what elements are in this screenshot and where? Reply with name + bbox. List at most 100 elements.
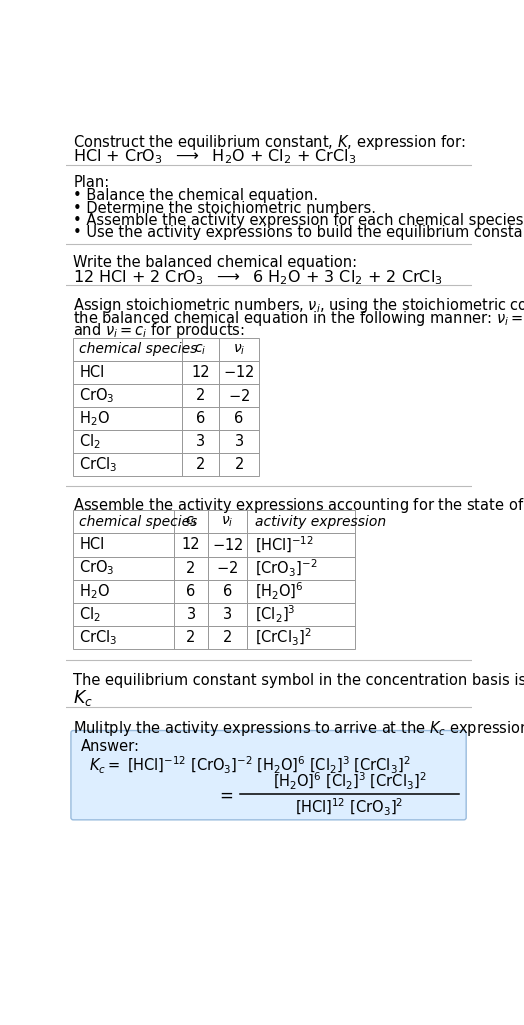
- Text: 6: 6: [234, 411, 244, 426]
- Text: 6: 6: [187, 583, 195, 599]
- Text: [CrO$_3$]$^{-2}$: [CrO$_3$]$^{-2}$: [255, 558, 317, 578]
- Bar: [73, 338, 182, 361]
- Bar: [73, 533, 174, 557]
- Bar: [247, 557, 355, 579]
- Bar: [73, 384, 182, 407]
- Bar: [219, 453, 259, 477]
- Text: Cl$_2$: Cl$_2$: [80, 605, 101, 623]
- Text: $K_c$: $K_c$: [73, 688, 93, 708]
- Text: 3: 3: [235, 435, 244, 449]
- Bar: [73, 510, 174, 533]
- Text: H$_2$O: H$_2$O: [80, 409, 111, 428]
- Text: [Cl$_2$]$^3$: [Cl$_2$]$^3$: [255, 604, 295, 625]
- Text: HCl: HCl: [80, 365, 105, 380]
- Text: 6: 6: [196, 411, 205, 426]
- Text: Assign stoichiometric numbers, $\nu_i$, using the stoichiometric coefficients, $: Assign stoichiometric numbers, $\nu_i$, …: [73, 296, 524, 316]
- Bar: [174, 603, 208, 626]
- Text: chemical species: chemical species: [80, 342, 198, 357]
- Bar: [174, 533, 208, 557]
- Text: [H$_2$O]$^6$ [Cl$_2$]$^3$ [CrCl$_3$]$^2$: [H$_2$O]$^6$ [Cl$_2$]$^3$ [CrCl$_3$]$^2$: [273, 771, 426, 792]
- Text: Cl$_2$: Cl$_2$: [80, 433, 101, 451]
- Text: $-12$: $-12$: [212, 537, 243, 552]
- Text: 6: 6: [223, 583, 232, 599]
- Bar: [219, 407, 259, 430]
- Text: 2: 2: [234, 457, 244, 473]
- Text: 2: 2: [187, 629, 196, 645]
- Bar: [73, 557, 174, 579]
- Text: • Determine the stoichiometric numbers.: • Determine the stoichiometric numbers.: [73, 201, 376, 216]
- Text: Assemble the activity expressions accounting for the state of matter and $\nu_i$: Assemble the activity expressions accoun…: [73, 496, 524, 516]
- Bar: [219, 384, 259, 407]
- Text: 12: 12: [191, 365, 210, 380]
- Text: $\nu_i$: $\nu_i$: [221, 515, 234, 529]
- Bar: [247, 603, 355, 626]
- Bar: [73, 626, 174, 649]
- Bar: [174, 557, 208, 579]
- Text: [HCl]$^{-12}$: [HCl]$^{-12}$: [255, 535, 313, 555]
- Text: $K_c = $ [HCl]$^{-12}$ [CrO$_3$]$^{-2}$ [H$_2$O]$^6$ [Cl$_2$]$^3$ [CrCl$_3$]$^2$: $K_c = $ [HCl]$^{-12}$ [CrO$_3$]$^{-2}$ …: [89, 754, 410, 776]
- Text: and $\nu_i = c_i$ for products:: and $\nu_i = c_i$ for products:: [73, 321, 245, 340]
- Bar: [182, 338, 219, 361]
- Text: CrCl$_3$: CrCl$_3$: [80, 455, 118, 475]
- Bar: [174, 510, 208, 533]
- FancyBboxPatch shape: [71, 731, 466, 820]
- Text: CrO$_3$: CrO$_3$: [80, 559, 115, 577]
- Text: Plan:: Plan:: [73, 175, 110, 191]
- Bar: [219, 338, 259, 361]
- Bar: [73, 430, 182, 453]
- Text: 12 HCl + 2 CrO$_3$  $\longrightarrow$  6 H$_2$O + 3 Cl$_2$ + 2 CrCl$_3$: 12 HCl + 2 CrO$_3$ $\longrightarrow$ 6 H…: [73, 269, 443, 287]
- Bar: [174, 579, 208, 603]
- Bar: [73, 603, 174, 626]
- Bar: [208, 603, 247, 626]
- Text: • Use the activity expressions to build the equilibrium constant expression.: • Use the activity expressions to build …: [73, 226, 524, 241]
- Text: HCl: HCl: [80, 537, 105, 552]
- Text: $c_i$: $c_i$: [194, 342, 206, 357]
- Text: H$_2$O: H$_2$O: [80, 582, 111, 601]
- Bar: [208, 579, 247, 603]
- Bar: [208, 626, 247, 649]
- Text: the balanced chemical equation in the following manner: $\nu_i = -c_i$ for react: the balanced chemical equation in the fo…: [73, 309, 524, 328]
- Bar: [247, 510, 355, 533]
- Text: [CrCl$_3$]$^2$: [CrCl$_3$]$^2$: [255, 627, 311, 648]
- Bar: [182, 407, 219, 430]
- Text: $-12$: $-12$: [223, 365, 255, 380]
- Text: $-2$: $-2$: [228, 387, 250, 404]
- Bar: [73, 453, 182, 477]
- Bar: [174, 626, 208, 649]
- Bar: [182, 361, 219, 384]
- Bar: [182, 430, 219, 453]
- Text: activity expression: activity expression: [255, 515, 386, 529]
- Bar: [247, 533, 355, 557]
- Text: $=$: $=$: [216, 785, 233, 804]
- Bar: [73, 361, 182, 384]
- Bar: [219, 361, 259, 384]
- Text: The equilibrium constant symbol in the concentration basis is:: The equilibrium constant symbol in the c…: [73, 672, 524, 688]
- Text: 2: 2: [195, 457, 205, 473]
- Bar: [73, 407, 182, 430]
- Text: 2: 2: [223, 629, 232, 645]
- Text: • Assemble the activity expression for each chemical species.: • Assemble the activity expression for e…: [73, 213, 524, 229]
- Text: Answer:: Answer:: [81, 739, 140, 754]
- Text: CrO$_3$: CrO$_3$: [80, 386, 115, 405]
- Text: 3: 3: [223, 607, 232, 622]
- Bar: [208, 533, 247, 557]
- Text: [H$_2$O]$^6$: [H$_2$O]$^6$: [255, 580, 303, 602]
- Text: • Balance the chemical equation.: • Balance the chemical equation.: [73, 189, 319, 203]
- Text: 12: 12: [182, 537, 200, 552]
- Text: CrCl$_3$: CrCl$_3$: [80, 628, 118, 647]
- Bar: [73, 579, 174, 603]
- Text: chemical species: chemical species: [80, 515, 198, 529]
- Text: $\nu_i$: $\nu_i$: [233, 342, 245, 357]
- Text: 2: 2: [195, 388, 205, 403]
- Bar: [208, 510, 247, 533]
- Text: 3: 3: [196, 435, 205, 449]
- Text: $c_i$: $c_i$: [185, 515, 197, 529]
- Text: 2: 2: [187, 561, 196, 576]
- Bar: [182, 453, 219, 477]
- Text: Construct the equilibrium constant, $K$, expression for:: Construct the equilibrium constant, $K$,…: [73, 133, 466, 152]
- Text: Mulitply the activity expressions to arrive at the $K_c$ expression:: Mulitply the activity expressions to arr…: [73, 719, 524, 738]
- Text: [HCl]$^{12}$ [CrO$_3$]$^2$: [HCl]$^{12}$ [CrO$_3$]$^2$: [296, 797, 403, 818]
- Text: HCl + CrO$_3$  $\longrightarrow$  H$_2$O + Cl$_2$ + CrCl$_3$: HCl + CrO$_3$ $\longrightarrow$ H$_2$O +…: [73, 148, 357, 166]
- Bar: [247, 579, 355, 603]
- Text: Write the balanced chemical equation:: Write the balanced chemical equation:: [73, 254, 357, 270]
